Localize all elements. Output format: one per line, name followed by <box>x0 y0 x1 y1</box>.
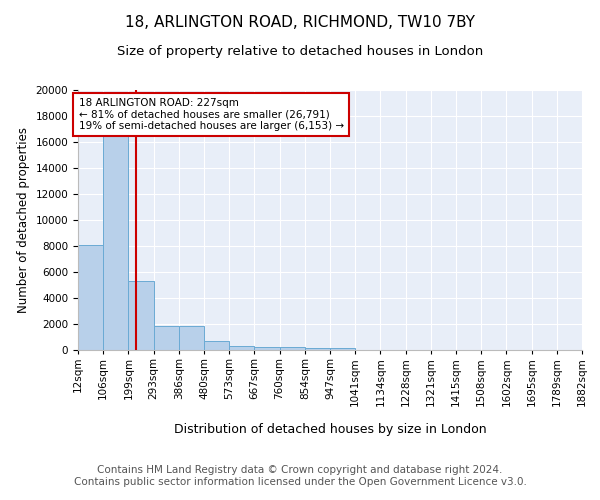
Bar <box>229 346 254 350</box>
Bar <box>330 348 355 350</box>
Bar <box>204 341 229 350</box>
Text: Distribution of detached houses by size in London: Distribution of detached houses by size … <box>173 422 487 436</box>
Text: Size of property relative to detached houses in London: Size of property relative to detached ho… <box>117 45 483 58</box>
Bar <box>254 347 280 350</box>
Bar <box>179 326 204 350</box>
Text: 18, ARLINGTON ROAD, RICHMOND, TW10 7BY: 18, ARLINGTON ROAD, RICHMOND, TW10 7BY <box>125 15 475 30</box>
Text: Contains HM Land Registry data © Crown copyright and database right 2024.
Contai: Contains HM Land Registry data © Crown c… <box>74 465 526 486</box>
Bar <box>154 326 179 350</box>
Bar <box>103 136 128 350</box>
Bar <box>128 281 154 350</box>
Text: 18 ARLINGTON ROAD: 227sqm
← 81% of detached houses are smaller (26,791)
19% of s: 18 ARLINGTON ROAD: 227sqm ← 81% of detac… <box>79 98 344 131</box>
Y-axis label: Number of detached properties: Number of detached properties <box>17 127 30 313</box>
Bar <box>305 348 330 350</box>
Bar <box>280 348 305 350</box>
Bar <box>78 244 103 350</box>
